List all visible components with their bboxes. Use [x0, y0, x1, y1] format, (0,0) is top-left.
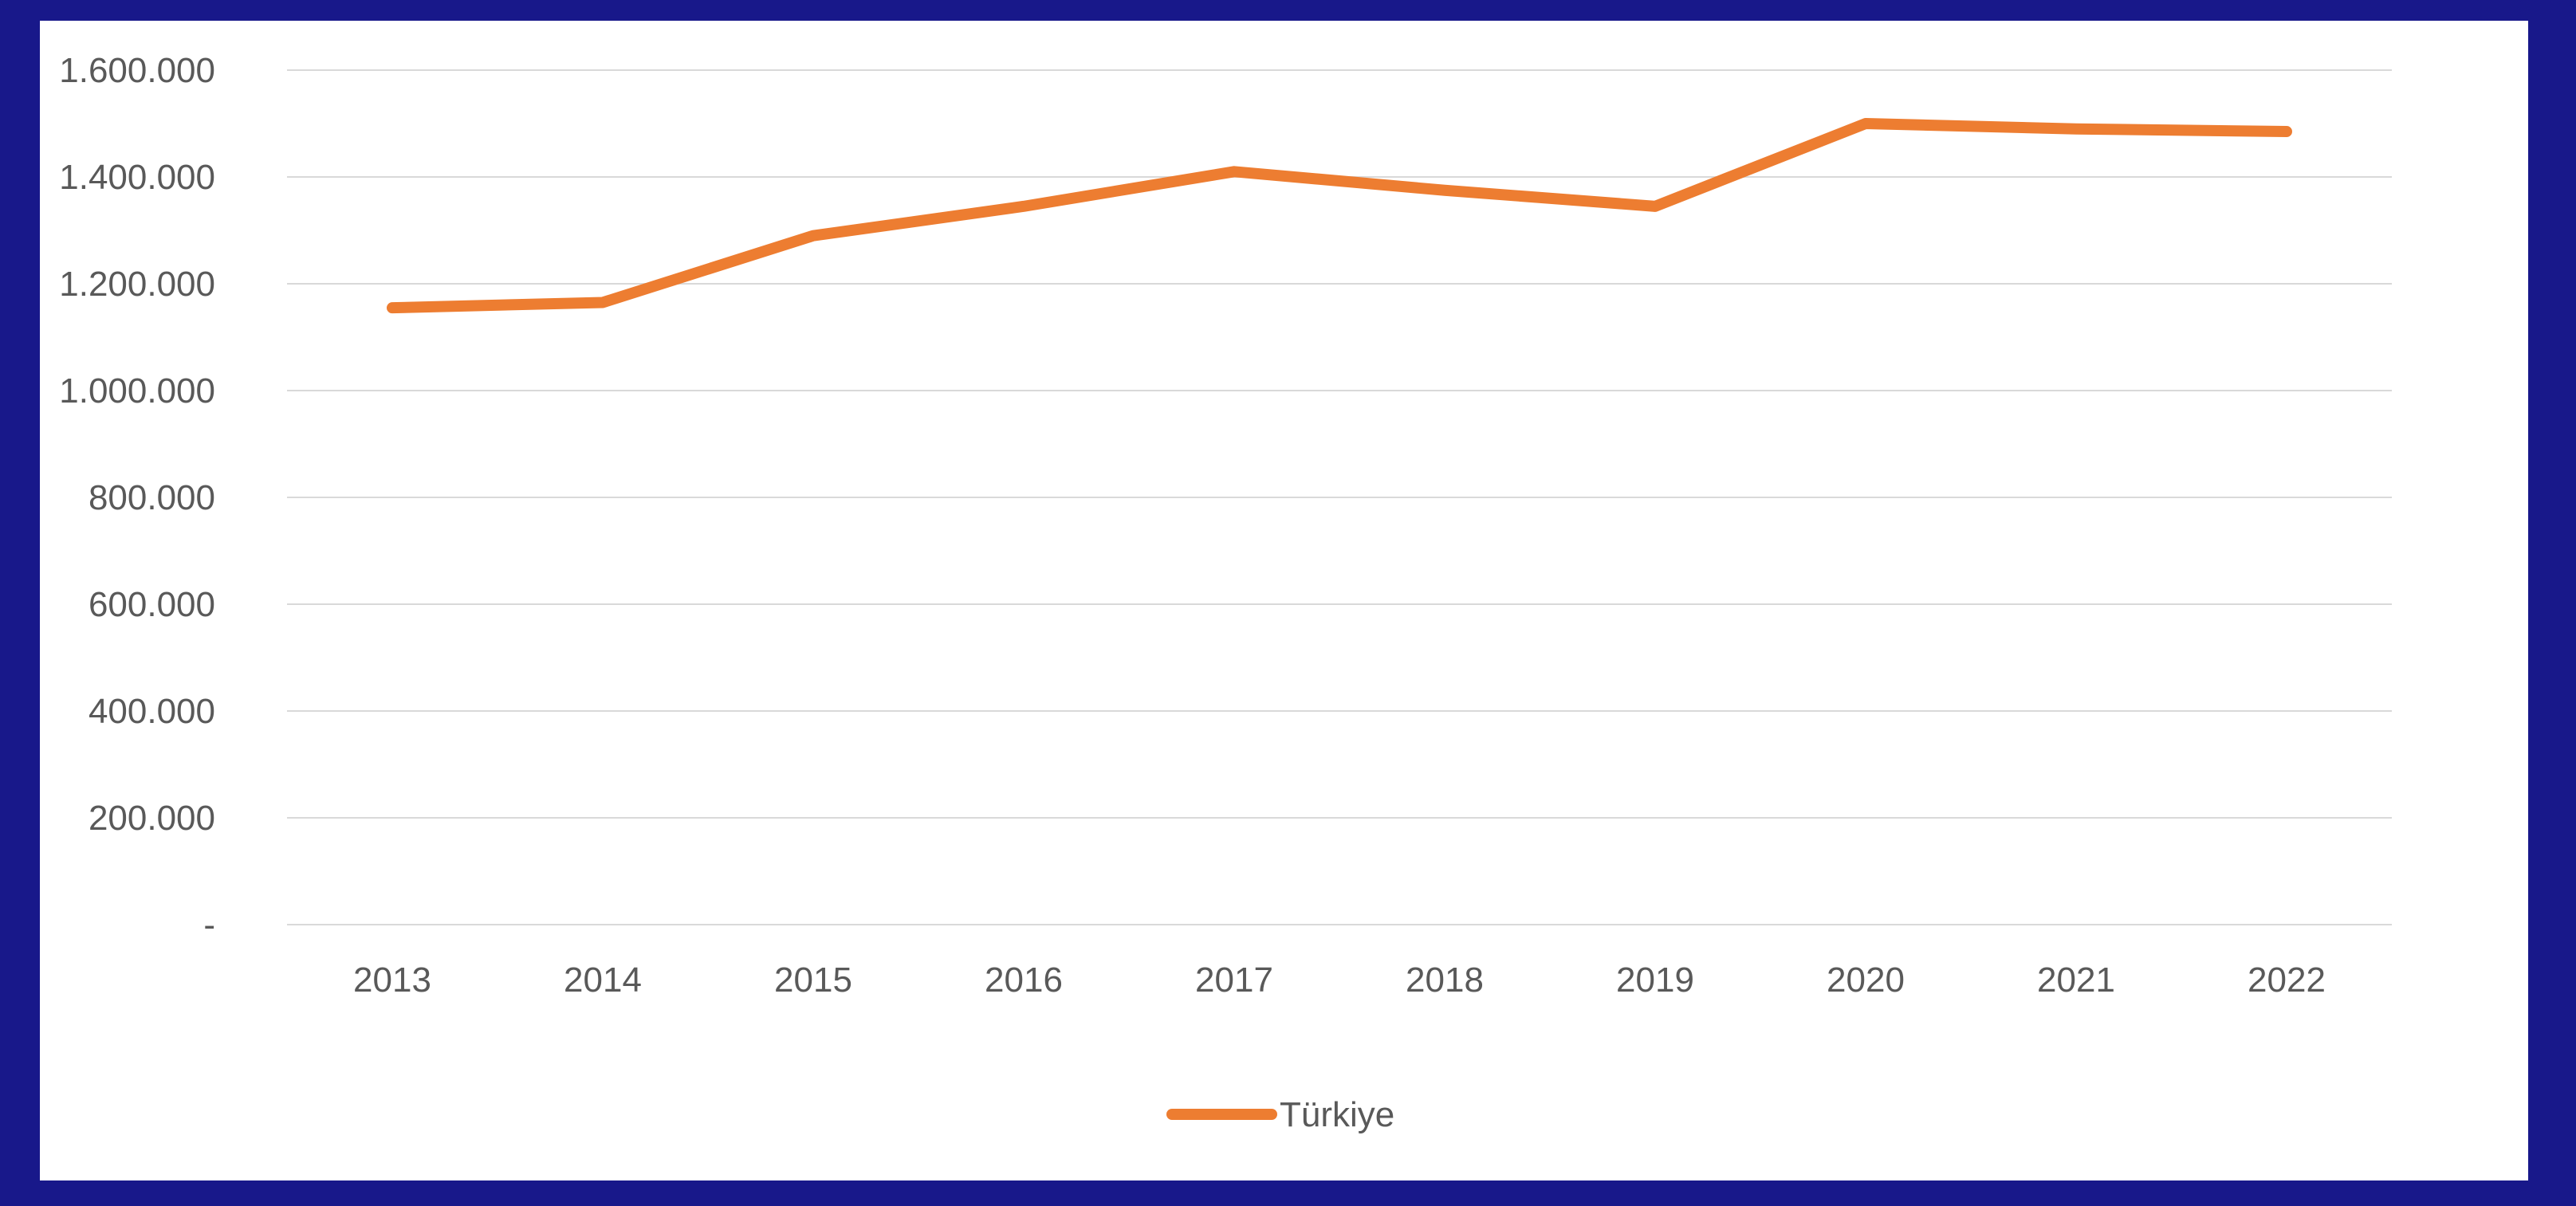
data-point [2286, 131, 2287, 132]
x-tick-label: 2018 [1406, 960, 1484, 1000]
data-point [391, 307, 393, 308]
legend-label: Türkiye [1280, 1095, 1394, 1134]
x-axis-ticks: 2013 2014 2015 2016 2017 2018 2019 2020 2021 2022 [353, 960, 2326, 1000]
y-axis-ticks: - 200.000 400.000 600.000 800.000 1.000.000 1.… [59, 51, 215, 945]
y-tick-label: - [203, 905, 215, 945]
gridlines [287, 69, 2392, 925]
line-chart: - 200.000 400.000 600.000 800.000 1.000.000 1.… [59, 51, 2392, 1134]
y-tick-label: 400.000 [88, 692, 215, 731]
data-point [812, 235, 814, 237]
x-tick-label: 2016 [985, 960, 1063, 1000]
series-lines [387, 118, 2292, 314]
data-point [1444, 190, 1445, 191]
x-tick-label: 2019 [1616, 960, 1694, 1000]
series-line [387, 118, 2292, 314]
y-tick-label: 1.000.000 [59, 371, 215, 411]
chart-frame: - 200.000 400.000 600.000 800.000 1.000.000 1.… [40, 21, 2528, 1180]
x-tick-label: 2022 [2248, 960, 2326, 1000]
x-tick-label: 2020 [1827, 960, 1905, 1000]
data-point [1023, 206, 1025, 207]
y-tick-label: 1.400.000 [59, 158, 215, 197]
x-tick-label: 2014 [564, 960, 642, 1000]
x-tick-label: 2021 [2037, 960, 2115, 1000]
x-tick-label: 2015 [774, 960, 852, 1000]
y-tick-label: 600.000 [88, 585, 215, 624]
data-point [602, 301, 604, 303]
y-tick-label: 1.200.000 [59, 265, 215, 304]
data-point [1654, 206, 1656, 207]
x-tick-label: 2013 [353, 960, 431, 1000]
data-point [2075, 128, 2077, 130]
y-tick-label: 200.000 [88, 799, 215, 838]
legend: Türkiye [1166, 1095, 1394, 1134]
data-point [1865, 123, 1866, 124]
y-tick-label: 1.600.000 [59, 51, 215, 90]
y-tick-label: 800.000 [88, 478, 215, 517]
data-point [1233, 171, 1235, 172]
x-tick-label: 2017 [1195, 960, 1273, 1000]
